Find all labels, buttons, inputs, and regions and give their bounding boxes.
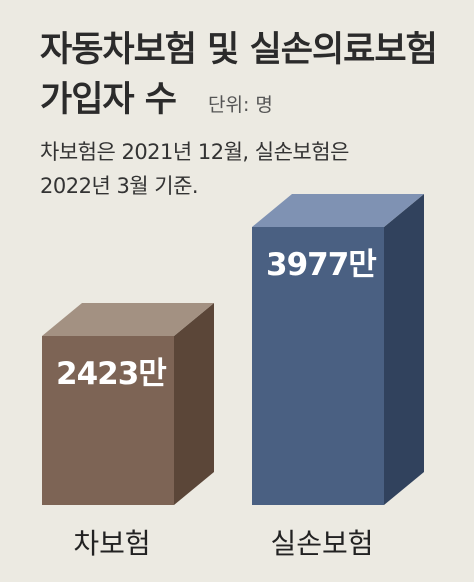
footnote-line1: 차보험은 2021년 12월, 실손보험은 xyxy=(40,140,349,164)
bar-1: 2423만 xyxy=(42,303,214,505)
bar-side-face xyxy=(384,194,424,505)
chart-title-line1: 자동차보험 및 실손의료보험 xyxy=(40,30,438,70)
bar-front-face xyxy=(252,227,384,505)
bar-top-face xyxy=(252,194,424,227)
footnote-line2: 2022년 3월 기준. xyxy=(40,174,199,198)
bar-side-face xyxy=(174,303,214,505)
bar-value-label: 3977만 xyxy=(266,247,376,283)
unit-label: 단위: 명 xyxy=(208,94,273,116)
bar-2: 3977만 xyxy=(252,194,424,505)
bar-value-label: 2423만 xyxy=(56,356,166,392)
bar-front-face xyxy=(42,336,174,505)
category-label: 차보험 xyxy=(73,527,150,560)
chart-title-line2: 가입자 수 xyxy=(40,80,177,120)
category-label: 실손보험 xyxy=(270,527,373,560)
bar-top-face xyxy=(42,303,214,336)
